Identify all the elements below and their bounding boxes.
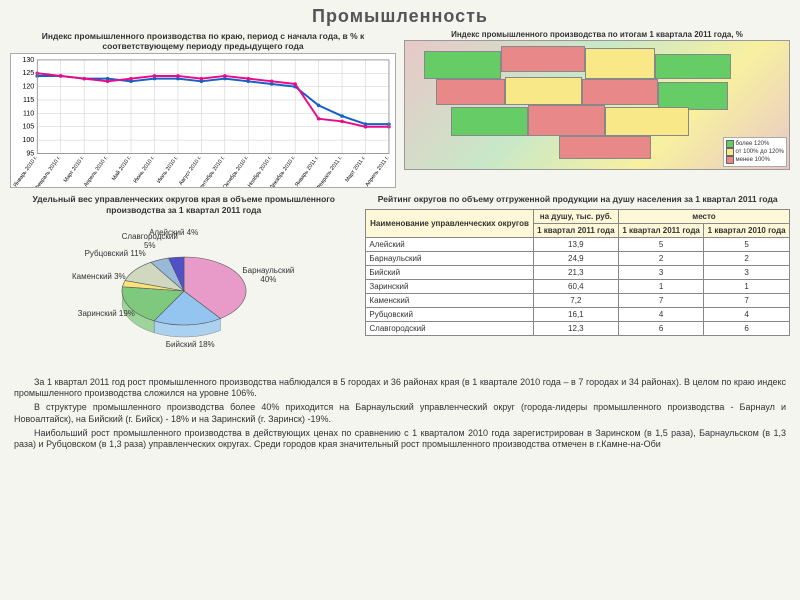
table-row: Каменский7,277	[366, 293, 790, 307]
th-val: 1 квартал 2011 года	[533, 223, 618, 237]
map-title: Индекс промышленного производства по ито…	[404, 31, 790, 40]
pie-label: Барнаульский 40%	[237, 267, 299, 285]
svg-text:Март 2011 г.: Март 2011 г.	[344, 155, 367, 184]
rank-table: Наименование управленческих округов на д…	[365, 209, 790, 336]
rank-table-block: Рейтинг округов по объему отгруженной пр…	[365, 194, 790, 368]
choropleth-map: более 120%от 100% до 120%менее 100%	[404, 40, 790, 170]
map-block: Индекс промышленного производства по ито…	[404, 31, 790, 188]
th-place-group: место	[618, 209, 789, 223]
svg-text:Октябрь 2010 г.: Октябрь 2010 г.	[222, 155, 250, 187]
mid-row: Удельный вес управленческих округов края…	[0, 188, 800, 372]
svg-text:Июнь 2010 г.: Июнь 2010 г.	[133, 155, 157, 185]
line-chart: 95100105110115120125130Январь 2010 г.Фев…	[10, 53, 396, 188]
pie-label: Рубцовский 11%	[84, 250, 146, 259]
svg-text:Ноябрь 2010 г.: Ноябрь 2010 г.	[247, 155, 274, 187]
page-title: Промышленность	[0, 0, 800, 31]
table-row: Рубцовский16,144	[366, 307, 790, 321]
pie-label: Заринский 19%	[75, 310, 137, 319]
pie-title: Удельный вес управленческих округов края…	[10, 194, 357, 214]
line-chart-title: Индекс промышленного производства по кра…	[10, 31, 396, 51]
pie-label: Бийский 18%	[159, 341, 221, 350]
svg-text:Февраль 2010 г.: Февраль 2010 г.	[34, 155, 63, 187]
svg-text:Февраль 2011 г.: Февраль 2011 г.	[316, 155, 344, 187]
th-p1: 1 квартал 2011 года	[618, 223, 703, 237]
body-text: За 1 квартал 2011 год рост промышленного…	[0, 373, 800, 457]
pie-label: Алейский 4%	[143, 229, 205, 238]
pie-chart: Барнаульский 40%Бийский 18%Заринский 19%…	[74, 219, 294, 369]
table-title: Рейтинг округов по объему отгруженной пр…	[365, 194, 790, 204]
table-row: Славгородский12,366	[366, 321, 790, 335]
table-row: Заринский60,411	[366, 279, 790, 293]
svg-text:Апрель 2011 г.: Апрель 2011 г.	[365, 155, 391, 187]
map-legend: более 120%от 100% до 120%менее 100%	[723, 137, 787, 167]
svg-text:Июль 2010 г.: Июль 2010 г.	[156, 155, 180, 185]
paragraph-1: За 1 квартал 2011 год рост промышленного…	[14, 377, 786, 400]
paragraph-3: Наибольший рост промышленного производст…	[14, 428, 786, 451]
svg-text:120: 120	[22, 84, 34, 91]
table-row: Барнаульский24,922	[366, 251, 790, 265]
svg-text:100: 100	[22, 138, 34, 145]
svg-text:130: 130	[22, 57, 34, 64]
pie-label: Каменский 3%	[68, 273, 130, 282]
th-name: Наименование управленческих округов	[366, 209, 533, 237]
svg-text:Декабрь 2010 г.: Декабрь 2010 г.	[269, 155, 297, 187]
svg-text:110: 110	[23, 111, 34, 118]
th-val-group: на душу, тыс. руб.	[533, 209, 618, 223]
svg-text:Август 2010 г.: Август 2010 г.	[178, 155, 203, 187]
svg-text:Май 2010 г.: Май 2010 г.	[110, 155, 133, 183]
svg-text:115: 115	[23, 97, 34, 104]
pie-chart-block: Удельный вес управленческих округов края…	[10, 194, 357, 368]
svg-text:Январь 2011 г.: Январь 2011 г.	[294, 155, 320, 187]
svg-text:Март 2010 г.: Март 2010 г.	[63, 155, 86, 184]
table-row: Алейский13,955	[366, 237, 790, 251]
svg-text:Январь 2010 г.: Январь 2010 г.	[13, 155, 40, 187]
th-p2: 1 квартал 2010 года	[704, 223, 790, 237]
table-row: Бийский21,333	[366, 265, 790, 279]
svg-text:105: 105	[22, 124, 34, 131]
svg-text:125: 125	[22, 71, 34, 78]
top-row: Индекс промышленного производства по кра…	[0, 31, 800, 188]
paragraph-2: В структуре промышленного производства б…	[14, 402, 786, 425]
svg-text:Апрель 2010 г.: Апрель 2010 г.	[83, 155, 110, 187]
line-chart-block: Индекс промышленного производства по кра…	[10, 31, 396, 188]
